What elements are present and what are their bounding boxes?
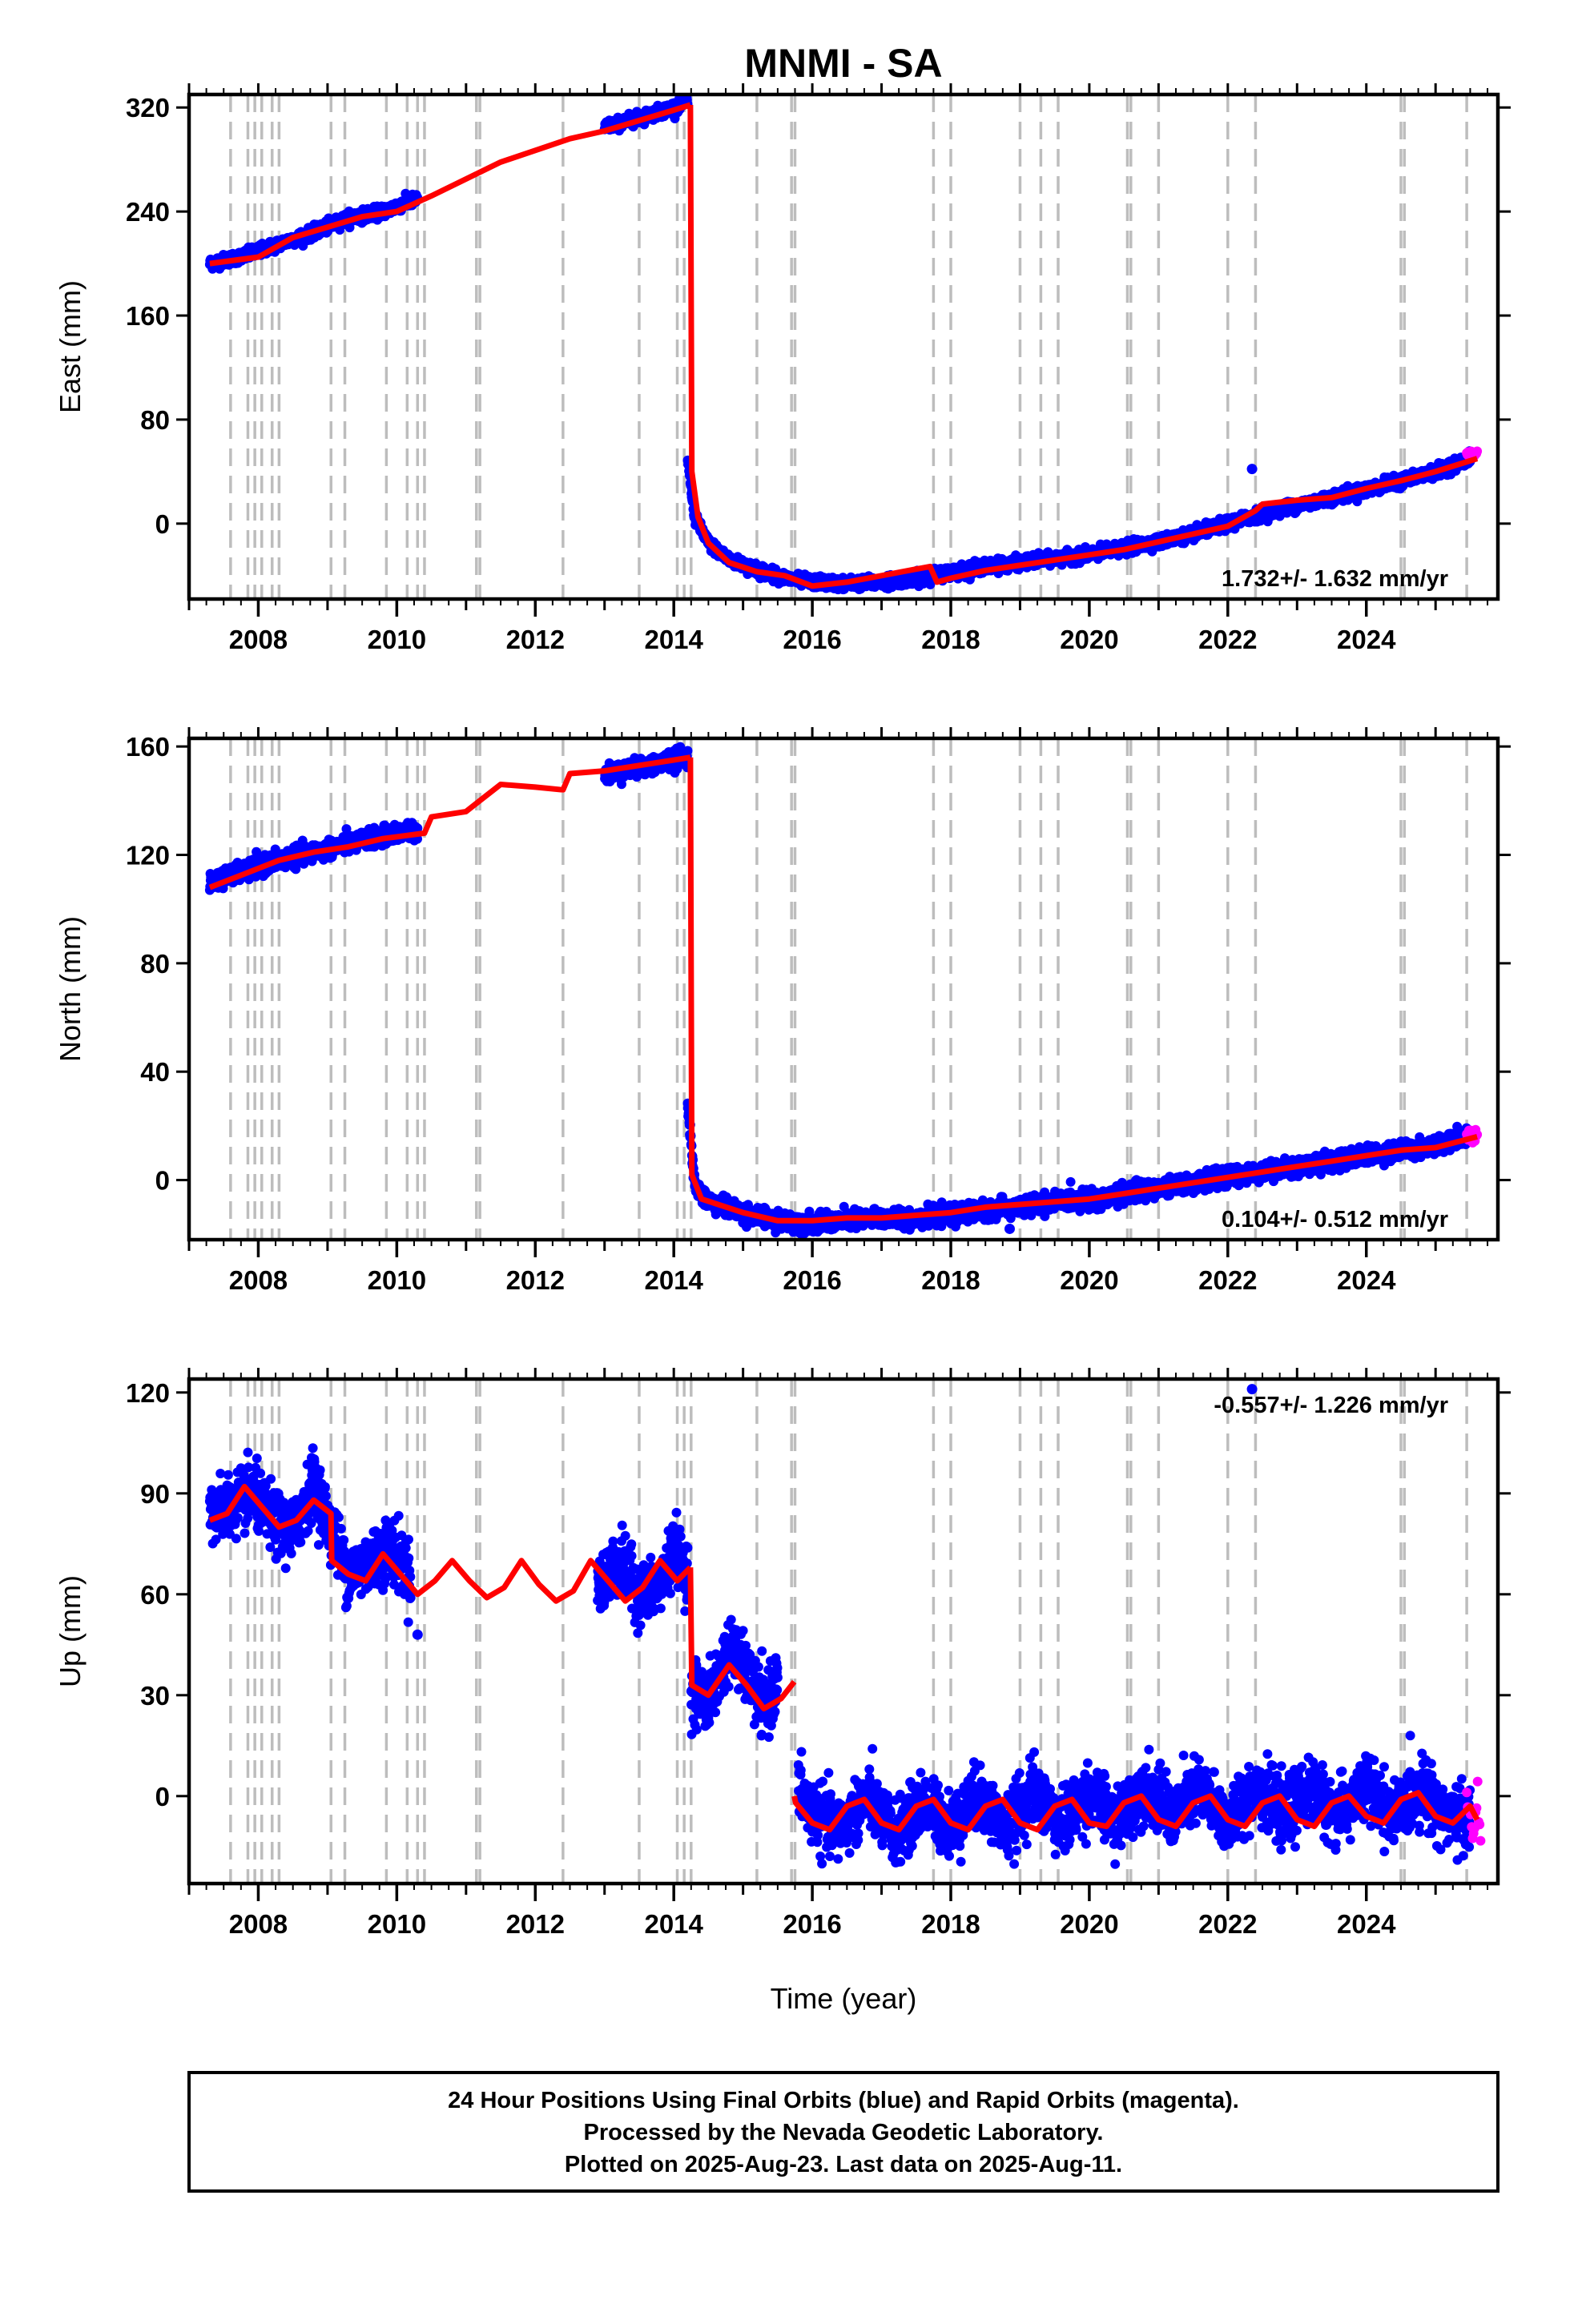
final-orbit-point [291,864,301,875]
model-fit-line [687,104,1479,589]
y-tick-label: 160 [126,301,170,331]
y-axis-label: East (mm) [54,280,87,413]
outlier-point [1246,464,1258,475]
y-tick-label: 0 [155,509,170,539]
y-tick-label: 320 [126,93,170,123]
rapid-orbit-point [1472,446,1483,456]
x-tick-label: 2018 [921,625,980,654]
x-tick-label: 2010 [368,625,426,654]
plot-frame [187,92,1500,601]
event-markers [229,94,1468,599]
final-orbit-point [341,824,352,834]
rate-annotation: 1.732+/- 1.632 mm/yr [1222,566,1448,592]
y-tick-label: 80 [140,405,170,435]
y-tick-label: 240 [126,197,170,227]
event-markers [229,738,1468,1240]
x-tick-label: 2016 [783,625,841,654]
chart-title: MNMI - SA [744,41,942,86]
x-tick-label: 2012 [506,625,565,654]
x-tick-label: 2024 [1337,625,1396,654]
x-tick-label: 2022 [1198,625,1257,654]
x-tick-label: 2020 [1060,625,1118,654]
data-points [204,742,1483,1240]
x-tick-label: 2014 [644,625,703,654]
model-fit [209,102,1479,589]
data-points [204,94,1483,595]
east-panel: 0 80 160 240 320 2008 2010 2012 2014 2016 2018 2020… [54,83,1511,654]
x-tick-label: 2008 [229,625,288,654]
model-fit-line [209,102,691,267]
